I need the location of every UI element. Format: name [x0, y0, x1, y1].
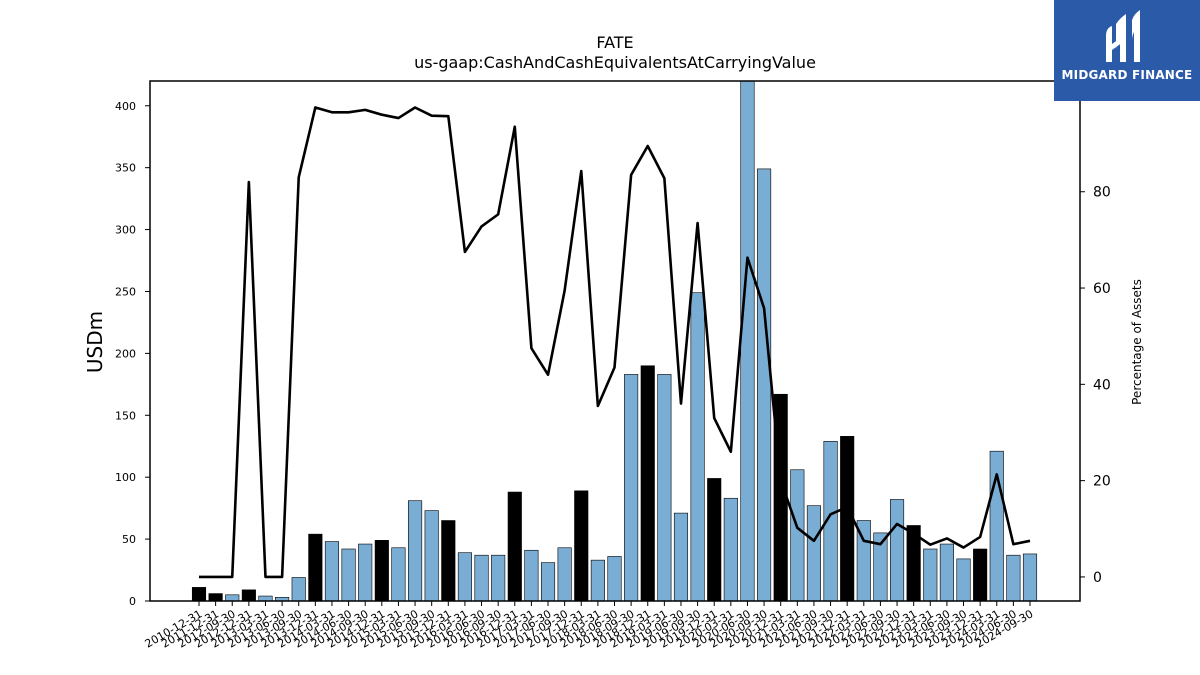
bar-2017-03-31	[524, 549, 539, 602]
bar-2018-03-31	[590, 559, 605, 602]
chart-title: FATE	[596, 33, 633, 52]
line-layer	[199, 106, 1031, 579]
brand-logo: MIDGARD FINANCE	[1054, 0, 1200, 101]
y2-tick-label-40: 40	[1093, 377, 1111, 393]
bar-2014-09-30	[358, 543, 373, 602]
bar-2011-12-31	[208, 593, 223, 602]
bar-2015-09-30	[424, 510, 439, 602]
logo-mark-icon	[1106, 10, 1140, 62]
bar-2014-12-31	[374, 540, 389, 602]
bar-2024-09-30	[1022, 553, 1038, 602]
y-axis-label: USDm	[83, 311, 107, 373]
y-tick-label-150: 150	[115, 409, 136, 422]
y-tick-label-50: 50	[122, 533, 136, 546]
bar-2019-03-31	[657, 374, 672, 602]
bar-2016-09-30	[491, 554, 506, 602]
plot-frame	[149, 80, 1081, 602]
chart-subtitle: us-gaap:CashAndCashEquivalentsAtCarrying…	[414, 53, 816, 72]
y-tick-label-200: 200	[115, 347, 136, 360]
bar-2019-12-31	[707, 478, 722, 602]
bar-2013-09-30	[291, 577, 306, 602]
y-tick-label-0: 0	[129, 595, 136, 608]
y-tick-label-300: 300	[115, 224, 136, 237]
axes-layer	[149, 80, 1081, 602]
bar-2017-06-30	[540, 562, 556, 602]
bar-2015-03-31	[391, 547, 406, 602]
bar-2012-09-30	[225, 594, 240, 602]
bar-2020-03-31	[723, 497, 738, 602]
bar-2016-06-30	[474, 554, 489, 602]
bars-layer	[191, 80, 1038, 602]
y2-tick-label-80: 80	[1093, 185, 1111, 201]
y2-tick-label-60: 60	[1093, 281, 1111, 297]
bar-2020-06-30	[740, 80, 755, 602]
bar-2018-09-30	[624, 374, 639, 602]
bar-2013-12-31	[308, 533, 323, 602]
bar-2018-12-31	[640, 365, 655, 602]
bar-2010-12-31	[191, 587, 207, 602]
bar-2019-09-30	[690, 292, 705, 602]
bar-2023-03-31	[923, 548, 938, 602]
y2-axis-label: Percentage of Assets	[1130, 279, 1144, 405]
y2-tick-label-20: 20	[1093, 474, 1111, 490]
bar-2014-03-31	[324, 541, 340, 602]
bar-2024-06-30	[1006, 554, 1021, 602]
pct-assets-line	[199, 106, 1031, 579]
bar-2017-12-31	[574, 490, 589, 602]
bar-2014-06-30	[341, 548, 356, 602]
bar-2016-12-31	[507, 491, 522, 602]
bar-2019-06-30	[673, 512, 689, 602]
bar-2021-06-30	[806, 505, 821, 602]
bar-2023-09-30	[956, 558, 971, 602]
bar-2017-09-30	[557, 547, 572, 602]
bar-2023-12-31	[973, 548, 988, 602]
bar-2022-09-30	[889, 499, 905, 602]
logo-text: MIDGARD FINANCE	[1061, 68, 1193, 82]
bar-2015-06-30	[408, 500, 423, 602]
bar-2018-06-30	[607, 556, 622, 602]
bar-2015-12-31	[441, 520, 456, 602]
bar-2021-03-31	[790, 469, 805, 602]
bar-2020-09-30	[757, 168, 772, 602]
bar-2016-03-31	[457, 552, 472, 602]
y-tick-label-350: 350	[115, 162, 136, 175]
bar-2023-06-30	[939, 543, 954, 602]
y2-tick-label-0: 0	[1093, 570, 1102, 586]
y-tick-label-400: 400	[115, 100, 136, 113]
bar-2012-12-31	[241, 589, 256, 602]
y-tick-label-100: 100	[115, 471, 136, 484]
ticks-layer: 0501001502002503003504000204060802010-12…	[115, 100, 1111, 651]
y-tick-label-250: 250	[115, 285, 136, 298]
